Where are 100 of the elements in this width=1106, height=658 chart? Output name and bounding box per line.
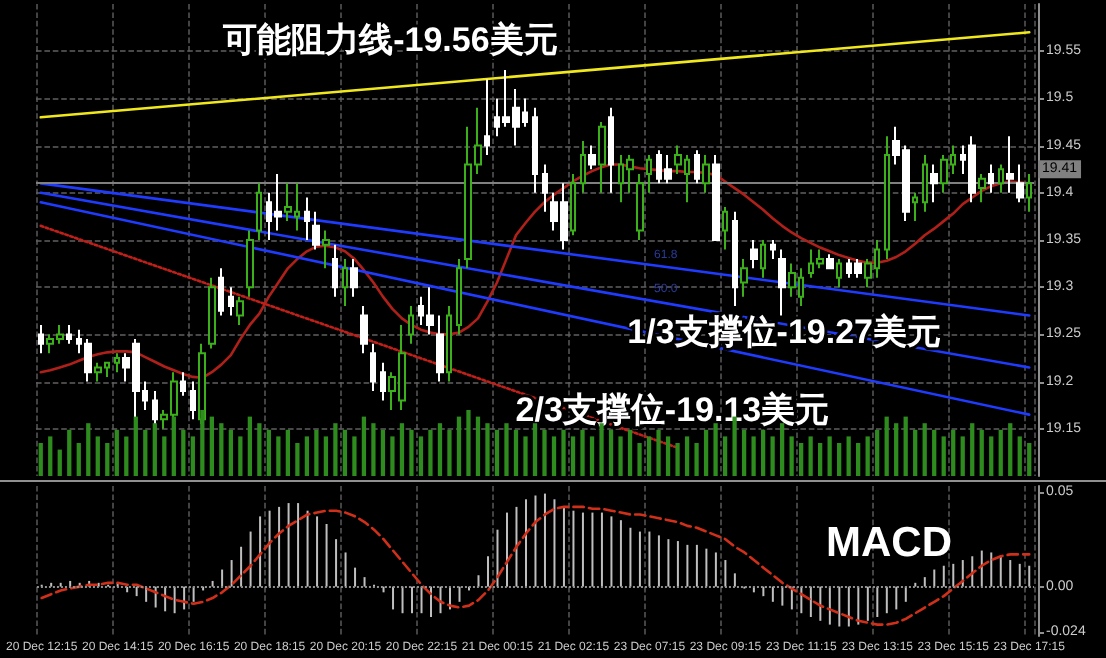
candlestick xyxy=(664,154,672,185)
candlestick xyxy=(246,229,254,298)
bar xyxy=(323,436,329,476)
bar xyxy=(1008,423,1013,476)
candlestick xyxy=(360,305,368,355)
bar xyxy=(266,429,272,476)
bar xyxy=(913,429,918,476)
candlestick xyxy=(94,361,102,383)
candlestick xyxy=(732,210,738,308)
candlestick xyxy=(968,135,976,204)
candlestick xyxy=(608,106,614,194)
bar xyxy=(960,436,965,476)
candlestick xyxy=(816,248,824,270)
bar xyxy=(760,429,766,476)
bar xyxy=(627,429,633,476)
bar xyxy=(428,429,433,476)
bar xyxy=(504,423,509,476)
bar xyxy=(599,423,604,476)
bar xyxy=(228,429,233,476)
candlestick xyxy=(722,205,728,251)
bar xyxy=(257,423,262,476)
candlestick xyxy=(342,257,348,308)
bar xyxy=(1017,436,1022,476)
bar xyxy=(361,416,367,476)
bar xyxy=(951,429,956,476)
bar xyxy=(665,436,671,476)
bar xyxy=(684,436,690,476)
bar xyxy=(770,436,775,476)
candlestick xyxy=(456,257,462,336)
bar xyxy=(181,429,186,476)
bar xyxy=(970,423,975,476)
bar xyxy=(580,429,585,476)
candlestick xyxy=(236,295,244,326)
bar xyxy=(247,416,252,476)
candlestick xyxy=(84,338,92,383)
bar xyxy=(618,436,623,476)
bar xyxy=(124,436,129,476)
candlestick xyxy=(750,239,758,270)
bar xyxy=(76,443,81,476)
bar xyxy=(437,423,443,476)
candlestick xyxy=(922,154,928,213)
bar xyxy=(48,436,53,476)
bar xyxy=(352,436,357,476)
bar xyxy=(475,416,481,476)
bar xyxy=(903,416,908,476)
bar xyxy=(371,423,376,476)
bar xyxy=(561,429,566,476)
candlestick xyxy=(484,78,490,157)
bar xyxy=(285,429,291,476)
bar xyxy=(447,429,452,476)
bar xyxy=(57,449,62,476)
bar xyxy=(304,436,310,476)
candlestick xyxy=(826,253,834,270)
bar xyxy=(333,423,338,476)
bar xyxy=(409,429,414,476)
candlestick xyxy=(208,276,216,350)
bar xyxy=(95,436,100,476)
candlestick xyxy=(978,172,986,204)
bar xyxy=(532,423,538,476)
bar xyxy=(542,429,547,476)
candlestick xyxy=(114,352,120,374)
candlestick xyxy=(322,229,330,270)
bar xyxy=(894,423,899,476)
bar xyxy=(295,443,300,476)
bar xyxy=(979,429,984,476)
bar xyxy=(238,436,243,476)
bar xyxy=(418,436,424,476)
bar xyxy=(276,436,281,476)
candlestick xyxy=(570,172,576,237)
candlestick xyxy=(370,342,376,393)
bar xyxy=(741,429,747,476)
candlestick xyxy=(770,239,776,260)
bar xyxy=(551,436,557,476)
bar xyxy=(200,410,205,476)
candlestick xyxy=(598,121,606,194)
candlestick xyxy=(218,267,224,317)
candlestick xyxy=(426,286,434,336)
candlestick xyxy=(228,286,234,317)
candlestick xyxy=(912,191,918,223)
candlestick xyxy=(740,257,748,298)
bar xyxy=(67,429,72,476)
candlestick xyxy=(778,248,786,317)
bar xyxy=(219,423,224,476)
bar xyxy=(646,436,652,476)
bar xyxy=(314,429,319,476)
candlestick xyxy=(760,239,766,279)
bar xyxy=(722,436,728,476)
bar xyxy=(846,436,851,476)
bar xyxy=(342,429,348,476)
candlestick xyxy=(436,314,444,383)
bar xyxy=(133,416,138,476)
bar xyxy=(837,443,842,476)
bar xyxy=(570,436,576,476)
candlestick xyxy=(274,172,282,232)
bar xyxy=(713,423,718,476)
bar xyxy=(675,443,680,476)
bar xyxy=(456,416,462,476)
candlestick xyxy=(1006,135,1014,194)
candlestick xyxy=(626,154,634,194)
candlestick xyxy=(1016,163,1024,204)
